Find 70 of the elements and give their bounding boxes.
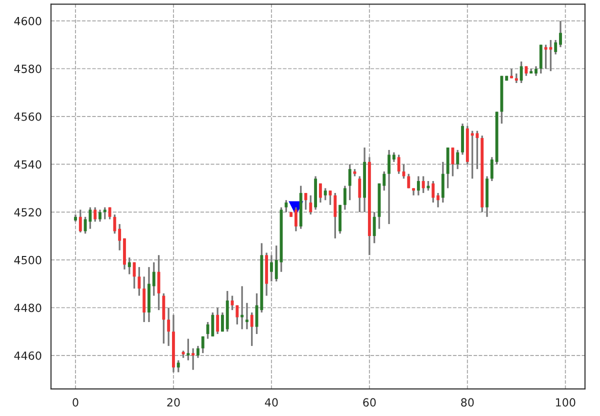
candlestick [510, 68, 513, 80]
candlestick [324, 187, 327, 201]
y-tick-label: 4460 [14, 351, 42, 360]
candlestick [388, 149, 391, 225]
candlestick [318, 182, 322, 204]
y-tick-label: 4540 [14, 160, 42, 169]
candlestick [132, 261, 136, 290]
candlestick [534, 65, 538, 77]
candlestick [78, 208, 82, 234]
candlestick [554, 39, 558, 56]
x-tick-label: 100 [556, 398, 576, 407]
x-tick-label: 80 [461, 398, 474, 407]
x-tick-label: 40 [264, 398, 278, 407]
candlestick [416, 175, 420, 196]
candlestick [192, 347, 195, 371]
candlestick [559, 20, 562, 48]
candlestick [392, 152, 396, 163]
candlestick [407, 173, 410, 190]
candlestick [186, 338, 190, 362]
candlestick [274, 244, 278, 282]
y-tick-label: 4500 [14, 256, 42, 264]
candlestick [162, 292, 166, 344]
x-tick-label: 20 [167, 398, 180, 407]
candlestick [245, 302, 248, 330]
candlestick [103, 206, 106, 220]
candlestick [284, 199, 288, 213]
y-tick-label: 4600 [14, 16, 42, 26]
candlestick [128, 256, 131, 276]
candlestick [382, 170, 386, 192]
candlestick [176, 359, 180, 374]
candlestick [436, 192, 440, 208]
candlestick [294, 206, 298, 232]
candlestick [113, 214, 116, 234]
y-tick-label: 4520 [14, 208, 42, 216]
candlestick [152, 261, 156, 297]
y-tick-label: 4480 [14, 304, 42, 312]
candlestick [358, 175, 362, 213]
candlestick [470, 130, 474, 180]
candlestick [520, 60, 523, 84]
candlestick [422, 175, 425, 194]
candlestick [98, 208, 102, 222]
candlestick [240, 285, 244, 330]
y-tick-label: 4560 [14, 112, 42, 121]
candlestick [216, 306, 220, 335]
candlestick [167, 306, 170, 347]
candlestick [397, 154, 400, 175]
candlestick [142, 276, 146, 323]
candlestick [490, 156, 494, 182]
candlestick [270, 254, 273, 282]
y-tick-label: 4580 [14, 64, 42, 74]
candlestick [94, 206, 97, 222]
candlestick [348, 163, 352, 201]
candlestick [138, 266, 141, 297]
x-tick-label: 0 [72, 398, 78, 407]
candlestick [309, 194, 312, 216]
candlestick [250, 312, 254, 347]
candlestick [236, 304, 239, 326]
candlestick [539, 44, 542, 74]
candlestick [372, 211, 376, 244]
candlestick [432, 180, 435, 204]
candlestick [196, 345, 200, 359]
candlestick [343, 184, 346, 211]
candlestick [201, 336, 204, 354]
candlestick [441, 161, 444, 204]
candlestick [456, 149, 460, 170]
candlestick [334, 192, 337, 240]
candlestick [211, 312, 214, 338]
candlestick [221, 312, 224, 332]
candlestick [118, 223, 122, 252]
x-tick-label: 60 [363, 398, 376, 407]
